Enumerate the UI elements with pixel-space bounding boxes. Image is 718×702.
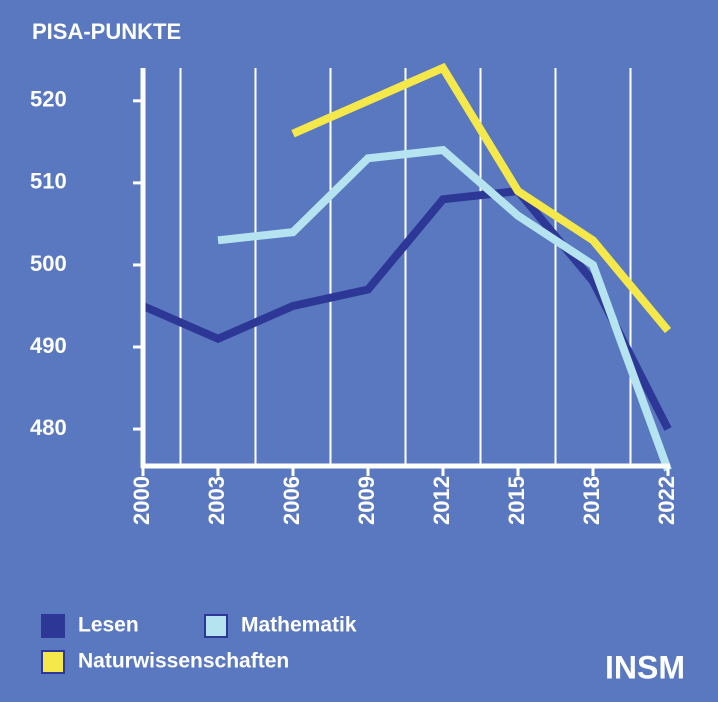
chart-title: PISA-PUNKTE — [32, 19, 181, 44]
y-tick-label: 480 — [30, 415, 67, 440]
legend-swatch — [41, 650, 65, 674]
legend-label: Lesen — [78, 614, 139, 637]
x-tick-label: 2009 — [354, 476, 379, 525]
legend-swatch — [204, 614, 228, 638]
x-tick-label: 2012 — [429, 476, 454, 525]
series-line — [291, 62, 672, 334]
x-tick-label: 2018 — [579, 476, 604, 525]
y-tick-label: 490 — [30, 333, 67, 358]
legend-label: Mathematik — [241, 614, 357, 637]
x-tick-label: 2000 — [129, 476, 154, 525]
x-tick-label: 2006 — [279, 476, 304, 525]
y-tick-label: 520 — [30, 87, 67, 112]
source-logo: INSM — [605, 649, 685, 685]
legend-label: Naturwissenschaften — [78, 650, 289, 673]
x-tick-label: 2022 — [654, 476, 679, 525]
series-line — [141, 186, 672, 431]
x-tick-label: 2003 — [204, 476, 229, 525]
x-tick-label: 2015 — [504, 476, 529, 525]
legend-swatch — [41, 614, 65, 638]
series-line — [217, 145, 672, 472]
y-tick-label: 510 — [30, 169, 67, 194]
y-tick-label: 500 — [30, 251, 67, 276]
